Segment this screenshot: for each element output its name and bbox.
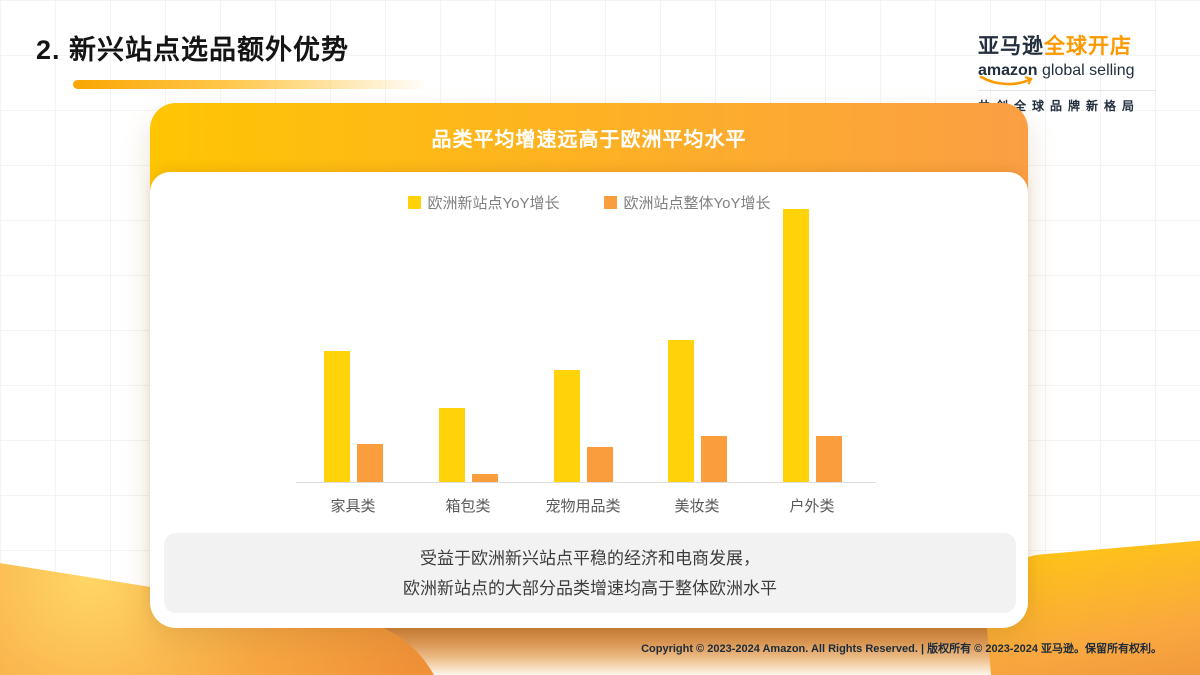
chart-card: 品类平均增速远高于欧洲平均水平 欧洲新站点YoY增长 欧洲站点整体YoY增长 家… [150,103,1028,628]
chart-card-header: 品类平均增速远高于欧洲平均水平 [150,103,1028,172]
logo-en-suffix: global selling [1037,62,1135,79]
category-label-家具类: 家具类 [330,498,376,515]
logo-cn-line: 亚马逊全球开店 [978,30,1156,60]
title-underline-decor [73,80,425,89]
category-label-箱包类: 箱包类 [445,498,491,515]
bar-new-sites-美妆类 [667,340,694,482]
bar-new-sites-家具类 [323,351,350,482]
chart-card-title: 品类平均增速远高于欧洲平均水平 [431,129,747,151]
logo-amazon-text: amazon [978,62,1038,79]
legend-label-new-sites: 欧洲新站点YoY增长 [427,195,560,212]
bar-overall-箱包类 [471,474,498,482]
bar-new-sites-箱包类 [438,408,465,482]
bar-overall-宠物用品类 [586,447,613,482]
logo-cn-product: 全球开店 [1044,35,1132,58]
bar-overall-美妆类 [700,436,727,482]
category-label-美妆类: 美妆类 [674,498,720,515]
bar-new-sites-宠物用品类 [553,370,580,482]
legend-item-new-sites: 欧洲新站点YoY增长 [407,192,560,213]
legend-label-overall: 欧洲站点整体YoY增长 [623,195,771,212]
amazon-smile-icon [979,75,1033,86]
legend-swatch-overall [603,196,617,209]
legend-item-overall: 欧洲站点整体YoY增长 [603,192,771,213]
logo-divider [978,90,1156,91]
bar-chart-plot: 家具类 箱包类 宠物用品类 美妆类 户外类 [296,198,876,515]
logo-amazon-word: amazon [978,62,1038,86]
category-label-户外类: 户外类 [789,498,835,515]
chart-legend: 欧洲新站点YoY增长 欧洲站点整体YoY增长 [150,172,1028,213]
chart-card-body: 欧洲新站点YoY增长 欧洲站点整体YoY增长 家具类 箱包类 宠物用品类 美妆类 户外类… [150,172,1028,628]
logo-en-line: amazon global selling [978,62,1156,86]
bar-overall-家具类 [356,444,383,482]
category-label-宠物用品类: 宠物用品类 [545,498,621,515]
note-box: 受益于欧洲新兴站点平稳的经济和电商发展， 欧洲新站点的大部分品类增速均高于整体欧… [164,533,1016,613]
page-title: 2. 新兴站点选品额外优势 [36,35,350,65]
bar-new-sites-户外类 [782,209,809,482]
footer-copyright: Copyright © 2023-2024 Amazon. All Rights… [641,643,1162,655]
bar-overall-户外类 [815,436,842,482]
amazon-global-selling-logo: 亚马逊全球开店 amazon global selling 共创全球品牌新格局 [978,30,1156,114]
note-line-2: 欧洲新站点的大部分品类增速均高于整体欧洲水平 [403,579,777,598]
logo-cn-brand: 亚马逊 [978,35,1044,58]
note-line-1: 受益于欧洲新兴站点平稳的经济和电商发展， [420,549,760,568]
legend-swatch-new-sites [407,196,421,209]
